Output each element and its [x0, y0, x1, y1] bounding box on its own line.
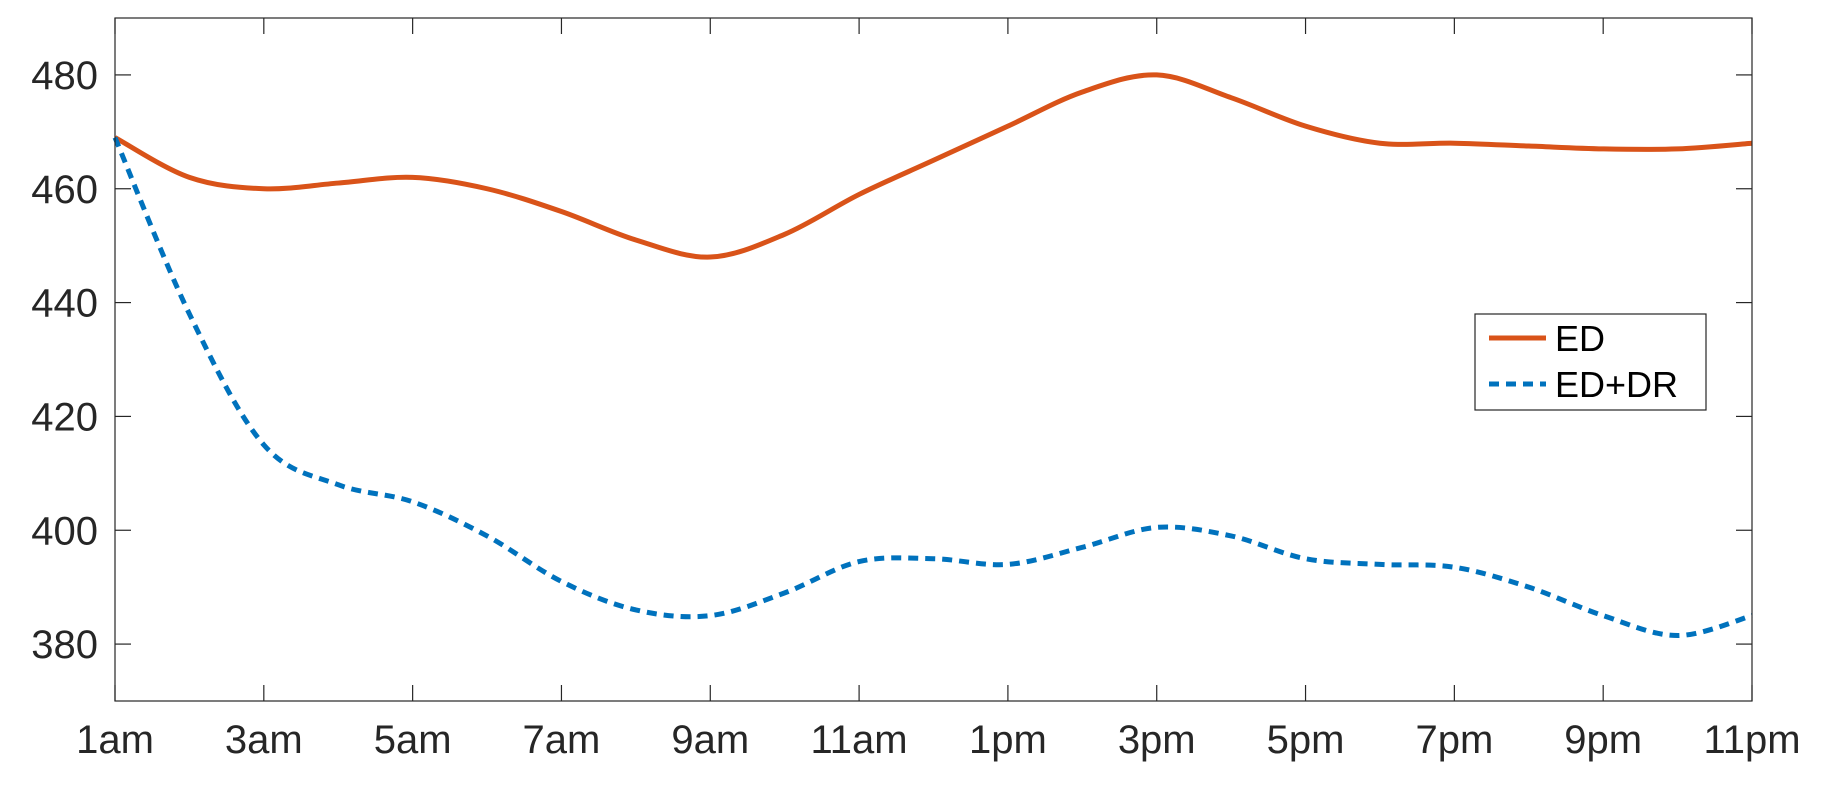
legend-label-ed: ED — [1555, 318, 1605, 359]
series-line-ed-dr — [112, 136, 1753, 639]
x-tick-label: 3am — [225, 718, 303, 762]
legend-box — [1474, 313, 1707, 411]
x-tick-label: 9am — [671, 718, 749, 762]
x-tick-label: 3pm — [1118, 718, 1196, 762]
x-tick-label: 7am — [523, 718, 601, 762]
plot-frame — [114, 17, 1753, 702]
x-tick-label: 9pm — [1564, 718, 1642, 762]
x-tick-label: 1pm — [969, 718, 1047, 762]
legend: ED ED+DR — [1474, 313, 1707, 411]
series-lines — [112, 72, 1753, 639]
y-tick-label: 380 — [31, 623, 98, 667]
x-tick-label: 5pm — [1267, 718, 1345, 762]
x-tick-label: 1am — [76, 718, 154, 762]
y-tick-label: 480 — [31, 54, 98, 98]
y-tick-label: 460 — [31, 168, 98, 212]
y-tick-label: 400 — [31, 509, 98, 553]
tick-labels: 1am 3am 5am 7am 9am 11am 1pm 3pm 5pm 7pm 9pm 11pm 38… — [31, 54, 1800, 762]
x-tick-label: 7pm — [1415, 718, 1493, 762]
tick-marks — [114, 18, 1753, 701]
y-tick-label: 440 — [31, 282, 98, 326]
y-tick-label: 420 — [31, 395, 98, 439]
x-tick-label: 5am — [374, 718, 452, 762]
x-tick-label: 11pm — [1703, 718, 1800, 762]
x-tick-label: 11am — [811, 718, 908, 762]
legend-label-ed-dr: ED+DR — [1555, 364, 1678, 405]
series-line-ed — [113, 72, 1753, 260]
